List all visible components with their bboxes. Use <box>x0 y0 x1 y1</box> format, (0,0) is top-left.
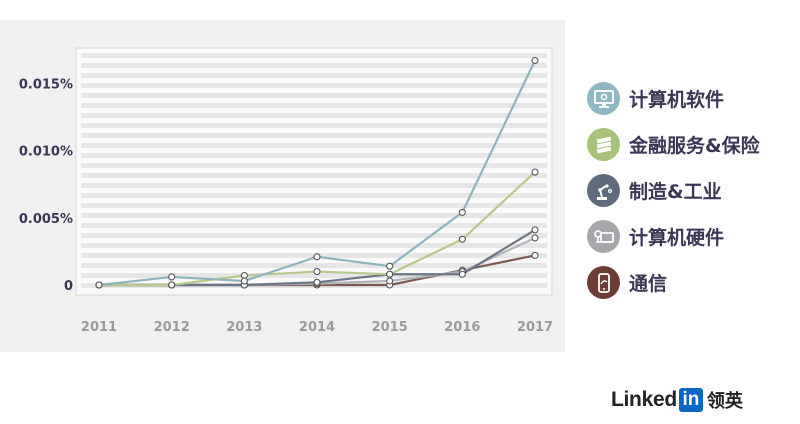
grid-band <box>81 83 547 88</box>
data-point <box>240 277 248 285</box>
grid-band <box>81 203 547 208</box>
legend-label: 制造&工业 <box>629 181 722 203</box>
legend-label: 计算机软件 <box>629 89 725 111</box>
data-point <box>386 262 394 270</box>
grid-band <box>81 143 547 148</box>
x-tick-label: 2016 <box>444 320 480 335</box>
grid-band <box>81 123 547 128</box>
grid-band <box>81 213 547 218</box>
data-point <box>531 234 539 242</box>
grid-band <box>81 233 547 238</box>
legend-label: 通信 <box>629 273 668 295</box>
y-tick-label: 0 <box>64 279 73 294</box>
data-point <box>531 56 539 65</box>
grid-band <box>81 133 547 138</box>
data-point <box>168 273 176 281</box>
legend-item-manufacturing: 制造&工业 <box>587 174 797 220</box>
grid-band <box>81 223 547 228</box>
grid-band <box>81 243 547 248</box>
x-tick-label: 2015 <box>372 320 408 335</box>
data-point <box>458 270 466 278</box>
grid-band <box>81 73 547 78</box>
phone-icon <box>587 266 620 299</box>
grid-band <box>81 63 547 68</box>
x-tick-label: 2012 <box>154 320 190 335</box>
brand-linked-text: Linked <box>611 388 677 411</box>
legend-item-software: 计算机软件 <box>587 82 797 128</box>
grid-band <box>81 53 547 58</box>
grid-band <box>81 113 547 118</box>
money-stack-icon <box>587 128 620 161</box>
x-tick-label: 2013 <box>226 320 262 335</box>
x-tick-label: 2017 <box>517 320 553 335</box>
legend-item-hardware: 计算机硬件 <box>587 220 797 266</box>
data-point <box>168 281 176 289</box>
grid-band <box>81 93 547 98</box>
data-point <box>95 281 103 289</box>
data-point <box>313 278 321 286</box>
robot-arm-icon <box>587 174 620 207</box>
grid-band <box>81 153 547 158</box>
linkedin-logo: Linked in 领英 <box>611 386 743 414</box>
grid-band <box>81 273 547 278</box>
plot-frame <box>75 47 553 296</box>
legend: 计算机软件 金融服务&保险 制造&工业 <box>587 82 797 312</box>
data-point <box>458 235 466 243</box>
grid-band <box>81 263 547 268</box>
legend-label: 计算机硬件 <box>629 227 725 249</box>
data-point <box>531 226 539 234</box>
legend-item-finance: 金融服务&保险 <box>587 128 797 174</box>
grid-band <box>81 163 547 168</box>
grid-band <box>81 193 547 198</box>
hardware-icon <box>587 220 620 253</box>
y-tick-label: 0.005% <box>19 212 73 227</box>
x-axis-ticks: 2011 2012 2013 2014 2015 2016 2017 <box>81 320 553 335</box>
x-tick-label: 2014 <box>299 320 335 335</box>
brand-cn-text: 领英 <box>706 391 743 412</box>
grid-band <box>81 103 547 108</box>
data-point <box>313 268 321 276</box>
grid-band <box>81 173 547 178</box>
data-point <box>458 208 466 216</box>
data-point <box>531 168 539 176</box>
data-point <box>313 253 321 261</box>
series-points <box>95 56 539 289</box>
brand-in-badge: in <box>678 388 703 412</box>
y-tick-label: 0.015% <box>19 77 73 92</box>
legend-item-telecom: 通信 <box>587 266 797 312</box>
y-tick-label: 0.010% <box>19 145 73 160</box>
y-axis-ticks: 0 0.005% 0.010% 0.015% <box>19 77 73 294</box>
x-tick-label: 2011 <box>81 320 117 335</box>
grid-band <box>81 183 547 188</box>
legend-label: 金融服务&保险 <box>629 135 760 157</box>
plot-border <box>75 47 553 296</box>
data-point <box>386 270 394 278</box>
data-point <box>386 277 394 285</box>
data-point <box>531 251 539 259</box>
monitor-icon <box>587 82 620 115</box>
